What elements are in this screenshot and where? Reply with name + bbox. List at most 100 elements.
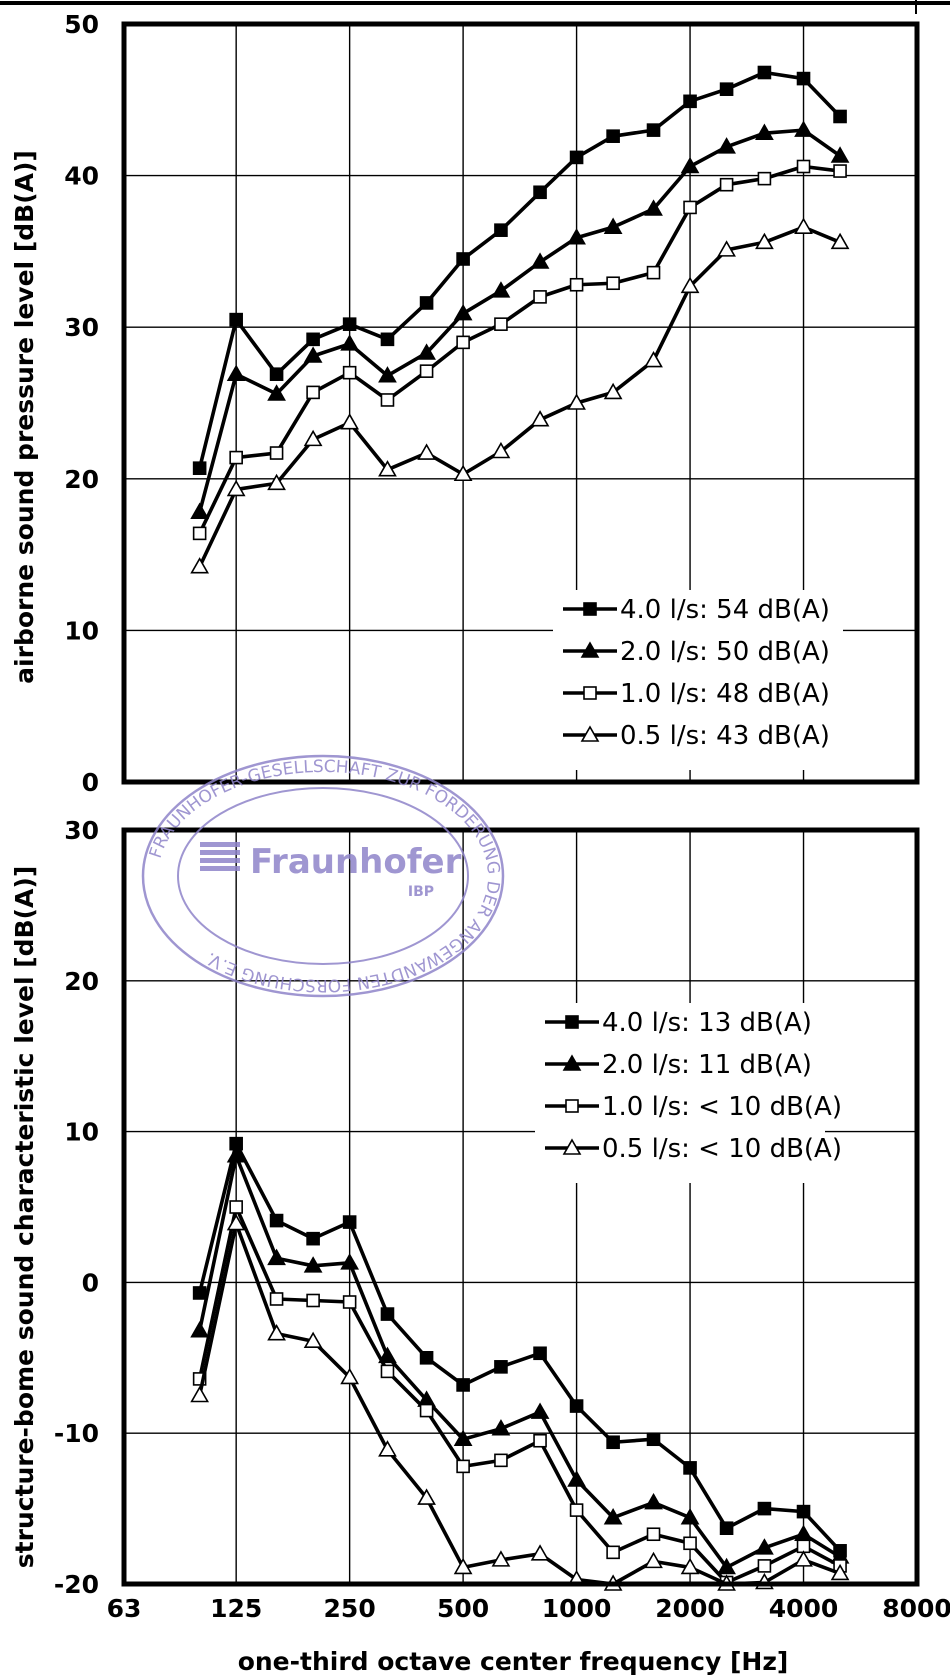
data-point — [267, 473, 286, 491]
data-point — [342, 1215, 357, 1229]
legend-label: 0.5 l/s: 43 dB(A) — [620, 721, 830, 751]
data-point — [380, 393, 395, 407]
data-point — [833, 109, 847, 124]
legend-label: 1.0 l/s: 48 dB(A) — [620, 679, 830, 709]
data-point — [303, 346, 323, 363]
data-point — [378, 460, 397, 477]
data-point — [569, 1399, 584, 1413]
data-point — [794, 217, 813, 234]
data-point — [646, 265, 661, 280]
data-point — [306, 332, 320, 347]
data-point — [417, 1488, 436, 1505]
data-point — [494, 1360, 508, 1374]
legend-label: 4.0 l/s: 13 dB(A) — [602, 1008, 812, 1038]
data-point — [192, 1286, 207, 1300]
data-point — [644, 199, 663, 216]
data-point — [190, 1321, 210, 1338]
data-point — [491, 1419, 511, 1436]
legend-swatch-marker — [565, 1099, 579, 1113]
data-point — [226, 1213, 246, 1231]
y-tick-label: 10 — [64, 616, 99, 645]
legend-label: 2.0 l/s: 11 dB(A) — [602, 1050, 812, 1080]
data-point — [830, 146, 850, 163]
legend-swatch-marker — [580, 725, 600, 742]
data-point — [757, 65, 772, 80]
legend-background — [553, 590, 843, 770]
data-point — [190, 502, 210, 519]
data-point — [757, 1559, 772, 1573]
data-point — [567, 1470, 586, 1487]
data-point — [267, 384, 286, 401]
legend-swatch-marker — [580, 641, 600, 658]
data-point — [719, 1521, 734, 1536]
stamp-brand: Fraunhofer — [250, 842, 462, 882]
y-tick-label: -10 — [54, 1419, 99, 1448]
legend-label: 1.0 l/s: < 10 dB(A) — [602, 1092, 842, 1122]
data-point — [226, 479, 246, 497]
data-point — [830, 1563, 850, 1581]
data-point — [456, 335, 470, 350]
data-point — [646, 1432, 661, 1447]
y-tick-label: 10 — [64, 1118, 99, 1147]
x-tick-label: 63 — [107, 1594, 142, 1623]
data-point — [603, 1508, 623, 1525]
data-point — [755, 1538, 774, 1555]
data-point — [606, 276, 620, 291]
data-point — [683, 1461, 697, 1475]
data-point — [569, 1503, 584, 1517]
data-point — [530, 410, 550, 427]
x-tick-label: 250 — [324, 1594, 376, 1623]
series-2 — [190, 120, 850, 519]
data-point — [830, 232, 850, 250]
data-point — [340, 1253, 360, 1270]
x-tick-label: 500 — [437, 1594, 489, 1623]
data-point — [796, 71, 811, 86]
data-point — [269, 1213, 284, 1228]
data-point — [794, 120, 813, 137]
data-point — [530, 1402, 550, 1419]
data-point — [530, 252, 550, 269]
series-1 — [192, 65, 847, 475]
data-point — [533, 1433, 547, 1448]
legend: 4.0 l/s: 54 dB(A) 2.0 l/s: 50 dB(A) 1.0 l/… — [553, 590, 843, 770]
data-point — [717, 1557, 736, 1575]
data-point — [229, 450, 243, 465]
data-point — [190, 557, 210, 574]
data-point — [603, 382, 623, 400]
series-2 — [190, 1146, 850, 1575]
data-point — [380, 1307, 395, 1321]
stamp-inner-ring — [177, 787, 469, 965]
y-tick-label: 20 — [64, 465, 99, 494]
data-point — [269, 446, 284, 460]
legend-label: 0.5 l/s: < 10 dB(A) — [602, 1134, 842, 1164]
data-point — [794, 1550, 813, 1567]
y-tick-label: 30 — [64, 313, 99, 342]
y-tick-label: 50 — [64, 10, 99, 39]
data-point — [567, 228, 586, 245]
data-point — [342, 317, 357, 331]
data-point — [378, 1346, 397, 1364]
data-point — [419, 1403, 434, 1418]
data-point — [417, 443, 436, 460]
legend-swatch-marker — [565, 1015, 579, 1029]
data-point — [644, 1551, 663, 1569]
stamp-institute: IBP — [408, 884, 434, 900]
data-point — [342, 1295, 357, 1309]
data-point — [226, 1146, 246, 1163]
data-point — [306, 385, 320, 400]
data-point — [269, 1292, 284, 1306]
data-point — [757, 171, 772, 186]
data-point — [755, 232, 774, 250]
data-point — [533, 1346, 547, 1361]
data-point — [569, 150, 584, 165]
legend: 4.0 l/s: 13 dB(A) 2.0 l/s: 11 dB(A) 1.0 l/… — [535, 1003, 842, 1183]
data-point — [683, 1536, 697, 1551]
data-point — [491, 281, 511, 298]
data-point — [494, 223, 508, 237]
data-point — [533, 185, 547, 200]
airborne-chart: 0 10 20 30 40 50 4.0 l/s: 54 dB(A) 2.0 l/s: 50 … — [64, 10, 920, 797]
data-point — [717, 137, 736, 154]
series-3 — [192, 159, 847, 541]
data-point — [342, 365, 357, 380]
